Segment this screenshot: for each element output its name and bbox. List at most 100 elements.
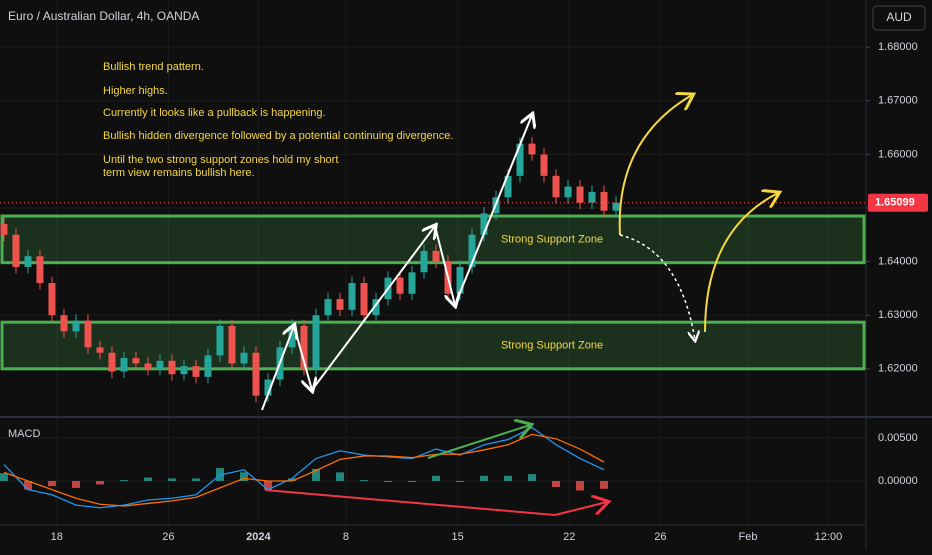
- candle-body: [552, 175, 560, 198]
- candle-body: [132, 358, 140, 364]
- trend-zigzag: [311, 226, 435, 391]
- candle-body: [564, 186, 572, 198]
- macd-histogram-bar: [552, 480, 561, 488]
- candle-body: [168, 360, 176, 375]
- y-tick-label: 0.00500: [878, 432, 918, 444]
- y-tick-label: 1.64000: [878, 256, 918, 268]
- candle-body: [204, 355, 212, 377]
- candle-body: [264, 379, 272, 396]
- x-tick-label: 26: [654, 531, 666, 543]
- last-price-label: 1.65099: [875, 197, 915, 209]
- macd-histogram-bar: [456, 480, 465, 482]
- divergence-line: [264, 489, 607, 517]
- macd-histogram-bar: [71, 480, 80, 488]
- chart-title: Euro / Australian Dollar, 4h, OANDA: [8, 9, 199, 23]
- macd-histogram-bar: [287, 478, 296, 481]
- candle-body: [300, 325, 308, 369]
- macd-histogram-bar: [432, 475, 441, 481]
- macd-histogram-bar: [359, 480, 368, 482]
- candle-body: [348, 283, 356, 310]
- candle-body: [480, 213, 488, 235]
- candle-body: [336, 299, 344, 310]
- macd-pane: [0, 426, 609, 509]
- projection-arrow: [618, 95, 692, 236]
- macd-macd-line: [3, 426, 605, 509]
- candle-body: [36, 256, 44, 284]
- x-tick-label: 12:00: [815, 531, 843, 543]
- macd-histogram-bar: [47, 480, 56, 487]
- candle-body: [504, 175, 512, 198]
- macd-histogram-bar: [191, 478, 200, 481]
- macd-signal-line: [3, 433, 605, 507]
- candle-body: [540, 154, 548, 176]
- candle-body: [468, 234, 476, 267]
- zone-label: Strong Support Zone: [501, 233, 603, 245]
- x-tick-label: 18: [51, 531, 63, 543]
- time-axis-bg: [0, 525, 932, 550]
- currency-label[interactable]: AUD: [886, 10, 912, 24]
- candle-body: [312, 315, 320, 369]
- candle-body: [612, 202, 620, 211]
- candle-body: [216, 325, 224, 356]
- last-price-badge: [868, 193, 928, 212]
- macd-histogram-bar: [95, 480, 104, 485]
- drawings: [261, 95, 778, 517]
- support-zone: [0, 320, 866, 371]
- x-tick-label: Feb: [739, 531, 758, 543]
- macd-histogram-bar: [335, 472, 344, 481]
- y-tick-label: 1.63000: [878, 309, 918, 321]
- macd-histogram-bar: [0, 473, 8, 481]
- candle-body: [372, 299, 380, 316]
- y-tick-label: 1.66000: [878, 148, 918, 160]
- macd-histogram-bar: [383, 480, 392, 482]
- x-tick-label: 15: [451, 531, 463, 543]
- macd-histogram-bar: [143, 477, 152, 481]
- candle-body: [108, 352, 116, 372]
- x-tick-label: 26: [162, 531, 174, 543]
- candle-body: [432, 250, 440, 262]
- candle-body: [240, 352, 248, 364]
- trend-zigzag: [434, 225, 455, 305]
- macd-histogram-bar: [23, 480, 32, 490]
- macd-histogram-bar: [504, 475, 513, 481]
- x-tick-label: 2024: [246, 531, 271, 543]
- candle-body: [516, 143, 524, 176]
- candle-body: [360, 283, 368, 316]
- currency-button[interactable]: [872, 5, 926, 31]
- macd-title: MACD: [8, 428, 40, 440]
- zones: Strong Support Zone Strong Support Zone: [0, 214, 866, 371]
- candle-body: [0, 224, 8, 235]
- candle-body: [12, 234, 20, 267]
- macd-histogram-bar: [167, 478, 176, 481]
- candle-body: [528, 143, 536, 155]
- candle-body: [576, 186, 584, 203]
- x-tick-label: 8: [343, 531, 349, 543]
- annotation: term view remains bullish here.: [103, 167, 255, 179]
- macd-histogram-bar: [311, 468, 320, 481]
- macd-histogram-bar: [407, 480, 416, 482]
- candle-body: [324, 299, 332, 316]
- annotation: Higher highs.: [103, 85, 168, 97]
- candle-body: [600, 191, 608, 211]
- y-tick-label: 1.62000: [878, 363, 918, 375]
- candle-body: [456, 266, 464, 294]
- y-tick-label: 1.68000: [878, 41, 918, 53]
- projection-arrow: [704, 193, 778, 333]
- candle-body: [156, 360, 164, 369]
- candle-body: [192, 366, 200, 377]
- macd-histogram-bar: [600, 480, 609, 489]
- y-tick-label: 1.67000: [878, 95, 918, 107]
- candle-body: [48, 283, 56, 316]
- annotation: Until the two strong support zones hold …: [103, 154, 338, 166]
- candle-body: [396, 277, 404, 294]
- candle-body: [96, 347, 104, 353]
- candle-body: [180, 366, 188, 375]
- macd-histogram-bar: [239, 472, 248, 481]
- macd-histogram-bar: [480, 475, 489, 481]
- candle-body: [24, 256, 32, 267]
- annotation: Bullish hidden divergence followed by a …: [103, 130, 453, 142]
- candle-body: [252, 352, 260, 396]
- y-tick-label: 0.00000: [878, 475, 918, 487]
